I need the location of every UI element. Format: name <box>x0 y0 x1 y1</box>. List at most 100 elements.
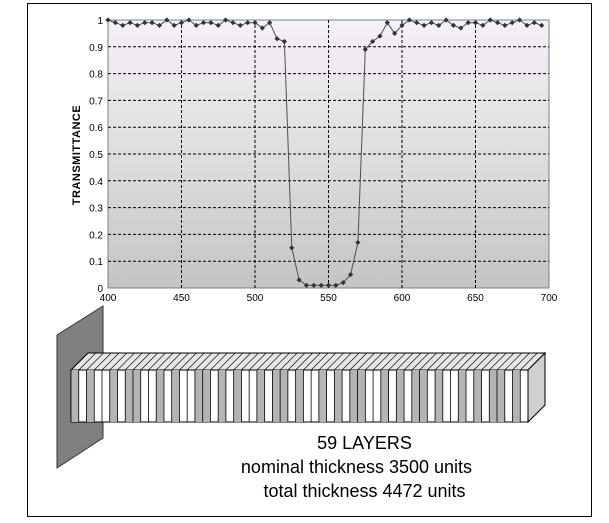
data-point <box>487 17 493 23</box>
data-point <box>355 239 361 246</box>
layer-top-edge <box>264 352 282 371</box>
gridlines <box>108 20 549 288</box>
layer-top-edge <box>279 352 298 371</box>
layer-top-edge <box>233 352 251 371</box>
data-point <box>333 282 339 288</box>
data-point <box>171 22 177 28</box>
layer-band <box>280 370 288 422</box>
layer-band <box>218 370 226 422</box>
layer-top-edge <box>287 352 306 371</box>
layer-band <box>109 370 118 422</box>
x-tick-label: 650 <box>467 293 484 304</box>
data-point <box>105 17 111 23</box>
data-point <box>458 25 464 31</box>
layer-top-edge <box>117 352 135 371</box>
layer-top-edge <box>411 352 430 371</box>
layer-top-edge <box>372 352 391 371</box>
data-point <box>377 33 383 39</box>
data-point <box>436 22 442 28</box>
data-point <box>325 282 332 288</box>
layer-band <box>272 370 281 422</box>
layer-band <box>512 370 521 422</box>
data-point <box>472 20 479 26</box>
data-point <box>494 20 501 26</box>
layer-band <box>489 370 498 422</box>
data-point <box>267 20 273 26</box>
layer-top-edge <box>109 352 127 371</box>
data-point <box>230 20 236 26</box>
data-point <box>406 17 412 23</box>
x-tick-label: 450 <box>173 293 190 304</box>
y-tick-label: 0.8 <box>89 70 103 81</box>
data-point <box>259 25 265 31</box>
layer-band <box>334 370 343 422</box>
stack-top-face <box>69 352 547 371</box>
layer-band <box>233 370 242 422</box>
data-point <box>303 282 310 288</box>
layer-top-edge <box>194 352 213 371</box>
layer-top-edge <box>473 352 491 371</box>
data-point <box>252 20 258 26</box>
layer-top-edge <box>94 352 112 371</box>
data-point <box>502 22 508 28</box>
layer-band <box>295 370 304 422</box>
layer-top-edge <box>125 352 143 371</box>
y-tick-label: 0 <box>97 284 103 295</box>
layer-top-edge <box>155 352 174 371</box>
data-point <box>340 280 346 286</box>
layer-top-edge <box>101 352 120 371</box>
layer-top-edge <box>427 352 445 371</box>
layer-top-edge <box>295 352 313 371</box>
data-point <box>200 20 207 26</box>
data-point <box>539 22 545 28</box>
layer-top-edge <box>341 352 360 371</box>
data-point <box>443 17 449 23</box>
layer-top-edge <box>140 352 158 371</box>
y-tick-label: 0.2 <box>89 230 103 241</box>
data-point <box>134 22 140 28</box>
data-point <box>208 20 214 26</box>
layer-band <box>435 370 443 422</box>
data-point <box>421 22 427 28</box>
layer-top-edge <box>388 352 406 371</box>
layer-band <box>419 370 428 422</box>
layer-top-edge <box>489 352 507 371</box>
total-thickness-caption: total thickness 4472 units <box>263 481 466 501</box>
layer-top-edge <box>132 352 151 371</box>
layer-top-edge <box>512 352 530 371</box>
layer-band <box>171 370 180 422</box>
layer-top-edge <box>357 352 375 371</box>
layer-top-edge <box>450 352 468 371</box>
layer-top-edge <box>241 352 259 371</box>
layer-top-edge <box>202 352 220 371</box>
layer-top-edge <box>365 352 383 371</box>
layer-band <box>473 370 482 422</box>
data-point <box>524 22 530 28</box>
layer-top-edge <box>310 352 329 371</box>
y-axis-label: TRANSMITTANCE <box>71 105 83 205</box>
layer-top-edge <box>326 352 344 371</box>
data-point <box>311 282 317 288</box>
layer-top-edge <box>303 352 321 371</box>
layer-band <box>71 370 79 422</box>
y-tick-label: 0.5 <box>89 150 103 161</box>
layer-band <box>132 370 141 422</box>
layer-top-edge <box>78 352 96 371</box>
layer-band <box>357 370 366 422</box>
layer-top-edge <box>217 352 236 371</box>
x-tick-label: 400 <box>100 293 117 304</box>
data-point <box>112 20 118 26</box>
data-point <box>289 245 295 251</box>
layer-band <box>318 370 327 422</box>
layer-top-edge <box>419 352 437 371</box>
y-tick-label: 0.7 <box>89 96 103 107</box>
layer-top-edge <box>442 352 461 371</box>
data-point <box>370 38 376 45</box>
layer-top-edge <box>496 352 515 371</box>
layer-band <box>86 370 95 422</box>
data-point <box>414 20 420 26</box>
nominal-thickness-caption: nominal thickness 3500 units <box>240 457 473 477</box>
stack-side-face <box>527 351 546 424</box>
x-tick-label: 500 <box>247 293 264 304</box>
